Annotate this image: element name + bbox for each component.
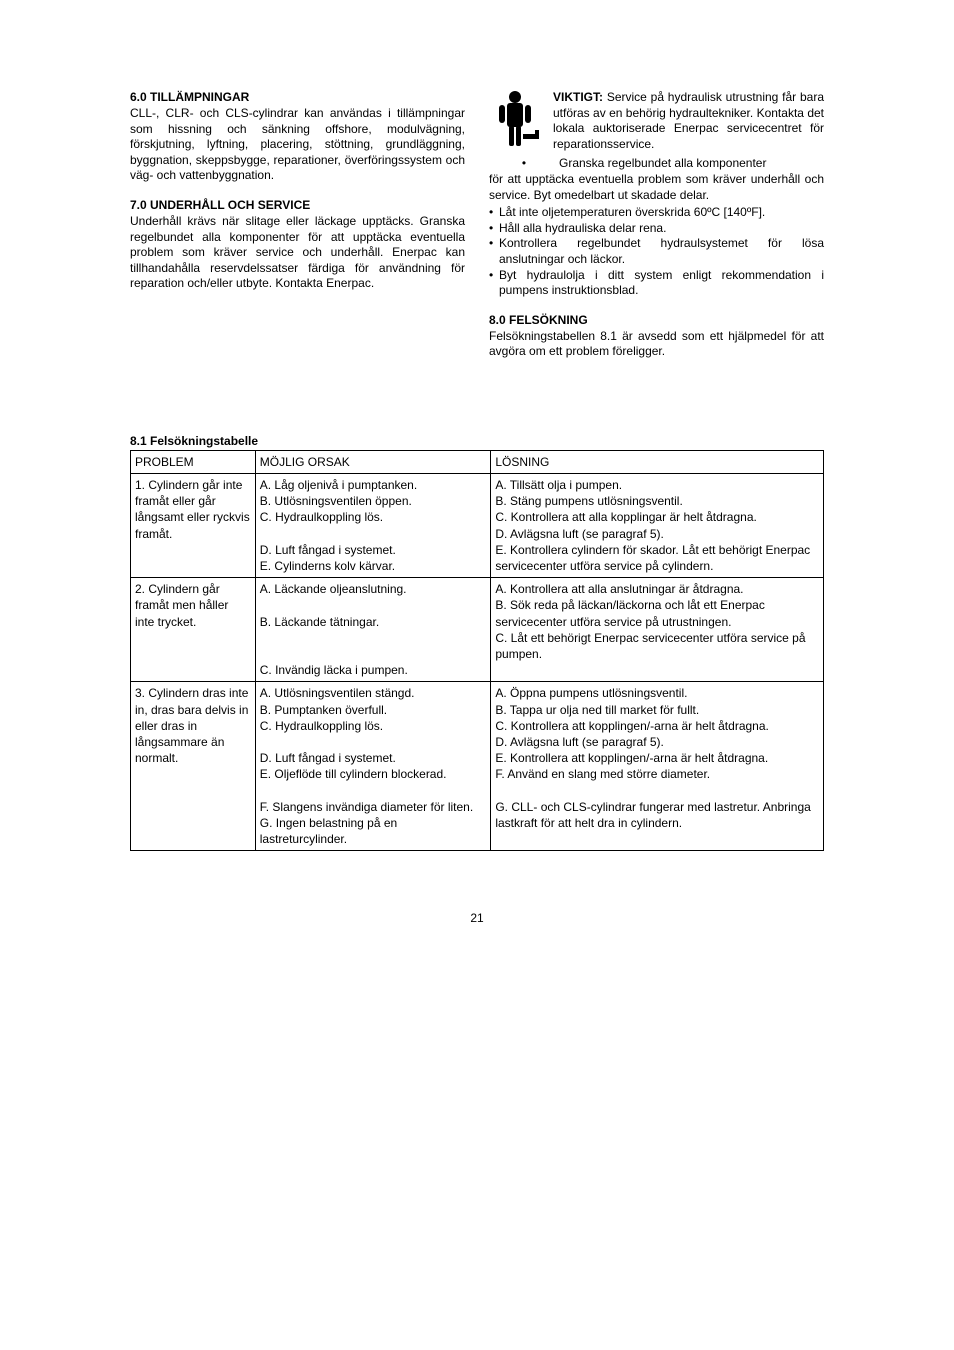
indented-bullet-text: Granska regelbundet alla komponenter bbox=[559, 156, 766, 172]
important-label: VIKTIGT: bbox=[553, 90, 603, 104]
list-item: •Kontrollera regelbundet hydraulsystemet… bbox=[489, 236, 824, 267]
section-8-body: Felsökningstabellen 8.1 är avsedd som et… bbox=[489, 329, 824, 360]
bullet-text: Byt hydraulolja i ditt system enligt rek… bbox=[499, 268, 824, 299]
list-item: •Håll alla hydrauliska delar rena. bbox=[489, 221, 824, 237]
cell-cause: A. Låg oljenivå i pumptanken. B. Utlösni… bbox=[255, 474, 491, 578]
cell-problem: 2. Cylindern går framåt men håller inte … bbox=[131, 578, 256, 682]
bullet-dot-icon: • bbox=[489, 268, 499, 299]
bullet-text: Låt inte oljetemperaturen överskrida 60º… bbox=[499, 205, 765, 221]
list-item: •Byt hydraulolja i ditt system enligt re… bbox=[489, 268, 824, 299]
list-item: •Låt inte oljetemperaturen överskrida 60… bbox=[489, 205, 824, 221]
cell-problem: 3. Cylindern dras inte in, dras bara del… bbox=[131, 682, 256, 851]
cell-solution: A. Kontrollera att alla anslutningar är … bbox=[491, 578, 824, 682]
important-note-block: VIKTIGT: Service på hydraulisk utrustnin… bbox=[489, 90, 824, 152]
troubleshooting-table: PROBLEM MÖJLIG ORSAK LÖSNING 1. Cylinder… bbox=[130, 450, 824, 851]
cell-cause: A. Läckande oljeanslutning. B. Läckande … bbox=[255, 578, 491, 682]
section-8-heading: 8.0 FELSÖKNING bbox=[489, 313, 824, 327]
bullet-dot-icon: • bbox=[489, 205, 499, 221]
bullet-text: Kontrollera regelbundet hydraulsystemet … bbox=[499, 236, 824, 267]
table-title: 8.1 Felsökningstabelle bbox=[130, 434, 824, 448]
table-header-row: PROBLEM MÖJLIG ORSAK LÖSNING bbox=[131, 450, 824, 473]
table-row: 3. Cylindern dras inte in, dras bara del… bbox=[131, 682, 824, 851]
page: 6.0 TILLÄMPNINGAR CLL-, CLR- och CLS-cyl… bbox=[0, 0, 954, 965]
bullet-dot-icon: • bbox=[489, 221, 499, 237]
left-column: 6.0 TILLÄMPNINGAR CLL-, CLR- och CLS-cyl… bbox=[130, 90, 465, 374]
section-7-body: Underhåll krävs när slitage eller läckag… bbox=[130, 214, 465, 292]
two-column-layout: 6.0 TILLÄMPNINGAR CLL-, CLR- och CLS-cyl… bbox=[130, 90, 824, 374]
indented-bullet-line: • Granska regelbundet alla komponenter bbox=[489, 156, 824, 172]
cell-solution: A. Öppna pumpens utlösningsventil. B. Ta… bbox=[491, 682, 824, 851]
important-note-text: VIKTIGT: Service på hydraulisk utrustnin… bbox=[553, 90, 824, 152]
cell-solution: A. Tillsätt olja i pumpen. B. Stäng pump… bbox=[491, 474, 824, 578]
maintenance-bullet-list: •Låt inte oljetemperaturen överskrida 60… bbox=[489, 205, 824, 299]
bullet-dot-icon: • bbox=[489, 236, 499, 267]
header-solution: LÖSNING bbox=[491, 450, 824, 473]
header-cause: MÖJLIG ORSAK bbox=[255, 450, 491, 473]
section-6-heading: 6.0 TILLÄMPNINGAR bbox=[130, 90, 465, 104]
bullet-text: Håll alla hydrauliska delar rena. bbox=[499, 221, 666, 237]
bullet-dot-icon: • bbox=[489, 156, 559, 172]
header-problem: PROBLEM bbox=[131, 450, 256, 473]
table-row: 1. Cylindern går inte framåt eller går l… bbox=[131, 474, 824, 578]
operator-icon bbox=[489, 90, 541, 150]
cell-problem: 1. Cylindern går inte framåt eller går l… bbox=[131, 474, 256, 578]
section-7-heading: 7.0 UNDERHÅLL OCH SERVICE bbox=[130, 198, 465, 212]
cell-cause: A. Utlösningsventilen stängd. B. Pumptan… bbox=[255, 682, 491, 851]
after-note-paragraph: för att upptäcka eventuella problem som … bbox=[489, 172, 824, 203]
page-number: 21 bbox=[130, 911, 824, 925]
table-row: 2. Cylindern går framåt men håller inte … bbox=[131, 578, 824, 682]
section-6-body: CLL-, CLR- och CLS-cylindrar kan använda… bbox=[130, 106, 465, 184]
right-column: VIKTIGT: Service på hydraulisk utrustnin… bbox=[489, 90, 824, 374]
